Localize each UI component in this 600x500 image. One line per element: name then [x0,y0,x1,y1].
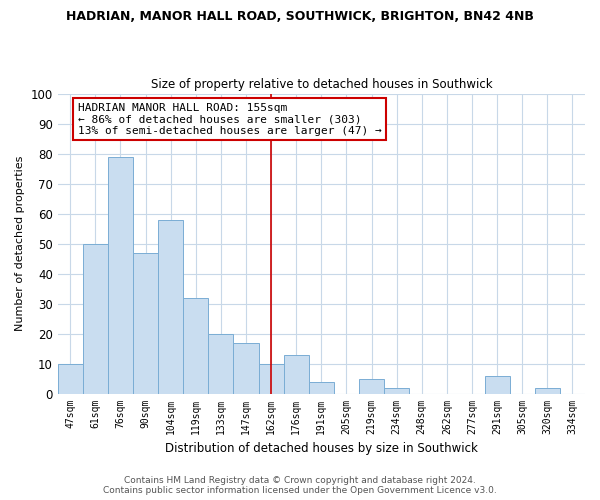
Bar [359,378,384,394]
X-axis label: Distribution of detached houses by size in Southwick: Distribution of detached houses by size … [165,442,478,455]
Bar [133,252,158,394]
Bar [284,354,309,394]
Bar [233,342,259,394]
Bar [259,364,284,394]
Y-axis label: Number of detached properties: Number of detached properties [15,156,25,331]
Bar [309,382,334,394]
Text: Contains HM Land Registry data © Crown copyright and database right 2024.
Contai: Contains HM Land Registry data © Crown c… [103,476,497,495]
Bar [485,376,509,394]
Bar [183,298,208,394]
Text: HADRIAN MANOR HALL ROAD: 155sqm
← 86% of detached houses are smaller (303)
13% o: HADRIAN MANOR HALL ROAD: 155sqm ← 86% of… [78,102,382,136]
Bar [535,388,560,394]
Bar [108,156,133,394]
Bar [83,244,108,394]
Bar [208,334,233,394]
Bar [384,388,409,394]
Title: Size of property relative to detached houses in Southwick: Size of property relative to detached ho… [151,78,492,91]
Text: HADRIAN, MANOR HALL ROAD, SOUTHWICK, BRIGHTON, BN42 4NB: HADRIAN, MANOR HALL ROAD, SOUTHWICK, BRI… [66,10,534,23]
Bar [158,220,183,394]
Bar [58,364,83,394]
